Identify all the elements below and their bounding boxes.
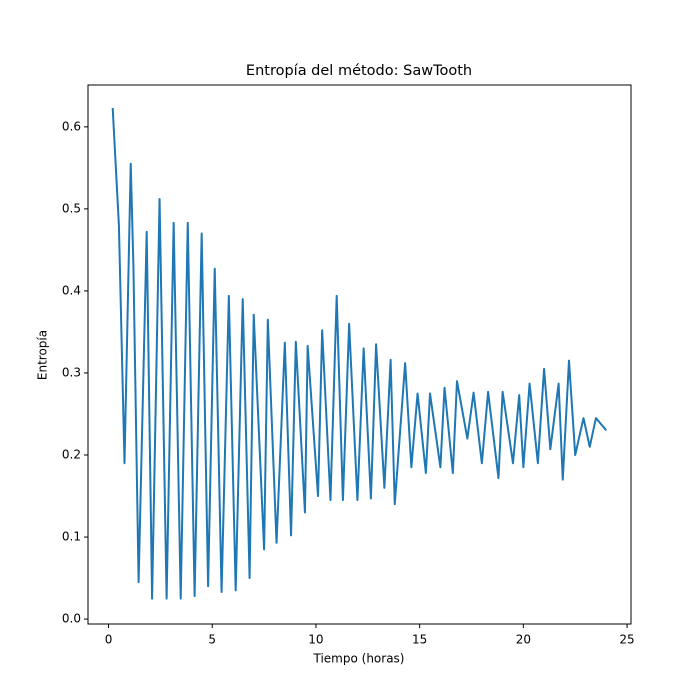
y-tick-label: 0.3 xyxy=(62,365,81,379)
chart-title: Entropía del método: SawTooth xyxy=(246,63,472,79)
x-tick-label: 10 xyxy=(308,633,323,647)
x-tick-label: 25 xyxy=(619,633,634,647)
data-line xyxy=(111,107,608,600)
y-tick-label: 0.4 xyxy=(62,283,81,297)
x-tick-label: 15 xyxy=(412,633,427,647)
x-tick-label: 20 xyxy=(516,633,531,647)
y-axis-label: Entropía xyxy=(36,330,50,380)
y-tick-label: 0.2 xyxy=(62,447,81,461)
plot-frame xyxy=(87,84,632,625)
y-tick-label: 0.0 xyxy=(62,612,81,626)
y-tick-label: 0.6 xyxy=(62,119,81,133)
y-tick-label: 0.1 xyxy=(62,530,81,544)
x-tick-label: 5 xyxy=(208,633,216,647)
x-tick-label: 0 xyxy=(105,633,113,647)
x-axis-label: Tiempo (horas) xyxy=(313,652,405,666)
y-tick-label: 0.5 xyxy=(62,201,81,215)
